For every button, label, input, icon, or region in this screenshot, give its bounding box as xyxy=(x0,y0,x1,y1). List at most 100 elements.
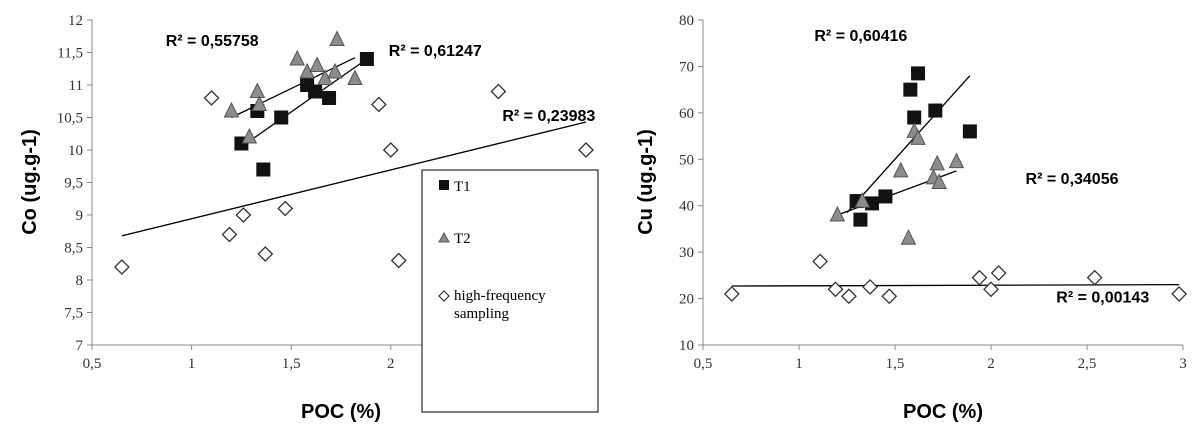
x-tick-label: 2,5 xyxy=(1078,356,1097,372)
legend-box xyxy=(421,169,599,413)
y-tick-label: 8 xyxy=(76,273,84,289)
x-tick-label: 1,5 xyxy=(282,356,301,372)
data-point-t2 xyxy=(347,69,363,85)
x-tick-label: 2 xyxy=(987,356,995,372)
r2-annotation: R² = 0,23983 xyxy=(502,108,595,125)
data-point-t2 xyxy=(948,152,965,169)
data-point-t1 xyxy=(928,103,943,118)
trendline xyxy=(731,283,1180,287)
data-point-high-frequency xyxy=(881,288,898,305)
y-tick-label: 60 xyxy=(679,106,694,122)
legend-t1-label: T1 xyxy=(454,179,471,195)
data-point-high-frequency xyxy=(827,281,844,298)
data-point-high-frequency xyxy=(235,207,252,223)
data-point-t2 xyxy=(289,49,305,66)
data-point-t2 xyxy=(251,95,268,111)
legend-t2-label: T2 xyxy=(454,231,471,247)
y-tick-label: 9 xyxy=(76,208,84,224)
y-tick-label: 12 xyxy=(68,13,83,29)
chart-cu: 10 20 30 40 50 60 70 80 0,5 1 1,5 2 2,5 3 R² = 0,604… xyxy=(635,13,1188,423)
data-point-high-frequency xyxy=(257,246,274,262)
data-point-t2 xyxy=(241,127,258,144)
co-y-axis-title: Co (ug.g-1) xyxy=(19,129,41,235)
cu-x-ticks: 0,5 1 1,5 2 2,5 3 xyxy=(694,345,1187,372)
data-point-t1 xyxy=(878,189,893,204)
data-point-t1 xyxy=(308,84,323,99)
data-point-high-frequency xyxy=(113,259,130,275)
y-tick-label: 11,5 xyxy=(57,46,83,62)
legend-t1-marker-icon xyxy=(439,180,449,190)
data-point-high-frequency xyxy=(812,253,829,270)
data-point-high-frequency xyxy=(1086,269,1103,286)
co-points xyxy=(113,30,594,275)
data-point-high-frequency xyxy=(203,90,220,106)
data-point-high-frequency xyxy=(578,142,594,158)
trendline xyxy=(241,58,368,148)
data-point-t2 xyxy=(309,56,325,72)
data-point-high-frequency xyxy=(971,269,988,286)
x-tick-label: 0,5 xyxy=(83,356,102,372)
data-point-t2 xyxy=(329,30,345,46)
x-tick-label: 1 xyxy=(188,356,196,372)
data-point-t1 xyxy=(853,212,868,227)
r2-annotation: R² = 0,34056 xyxy=(1026,171,1119,188)
y-tick-label: 20 xyxy=(679,292,694,308)
y-tick-label: 70 xyxy=(679,59,694,75)
data-point-high-frequency xyxy=(990,265,1007,281)
y-tick-label: 7 xyxy=(76,338,84,354)
y-tick-label: 10 xyxy=(68,143,83,159)
r2-annotation: R² = 0,55758 xyxy=(166,33,259,50)
data-point-t2 xyxy=(931,173,947,189)
y-tick-label: 40 xyxy=(679,199,694,215)
data-point-t1 xyxy=(274,110,289,125)
data-point-high-frequency xyxy=(221,226,238,243)
y-tick-label: 9,5 xyxy=(64,176,83,192)
cu-y-axis-title: Cu (ug.g-1) xyxy=(635,129,657,235)
data-point-t1 xyxy=(907,110,922,125)
x-tick-label: 2 xyxy=(387,356,395,372)
data-point-t2 xyxy=(929,154,946,171)
x-tick-label: 1 xyxy=(795,356,803,372)
y-tick-label: 8,5 xyxy=(64,241,83,257)
r2-annotation: R² = 0,60416 xyxy=(814,28,907,45)
data-point-t1 xyxy=(322,91,337,105)
data-point-high-frequency xyxy=(841,288,857,305)
co-x-axis-title: POC (%) xyxy=(301,401,381,423)
x-tick-label: 1,5 xyxy=(886,356,905,372)
data-point-t2 xyxy=(829,205,846,222)
co-legend: T1 T2 high-frequency sampling xyxy=(421,169,599,413)
y-tick-label: 7,5 xyxy=(64,306,83,322)
co-annotations: R² = 0,55758 R² = 0,61247 R² = 0,23983 xyxy=(166,33,596,125)
trendline xyxy=(121,121,587,237)
data-point-t2 xyxy=(854,191,871,208)
legend-t2-marker-icon xyxy=(438,231,450,243)
y-tick-label: 11 xyxy=(69,78,83,94)
data-point-high-frequency xyxy=(1171,286,1188,302)
data-point-high-frequency xyxy=(390,252,407,269)
data-point-t1 xyxy=(256,162,271,177)
y-tick-label: 30 xyxy=(679,245,694,261)
data-point-t2 xyxy=(223,101,240,118)
co-y-ticks: 7 7,5 8 8,5 9 9,5 10 10,5 11 11,5 12 xyxy=(57,13,92,354)
data-point-t2 xyxy=(327,62,343,79)
x-tick-label: 3 xyxy=(1179,356,1187,372)
y-tick-label: 80 xyxy=(679,13,694,29)
data-point-high-frequency xyxy=(490,83,507,100)
y-tick-label: 10 xyxy=(679,338,694,354)
x-tick-label: 0,5 xyxy=(694,356,713,372)
data-point-high-frequency xyxy=(370,96,387,113)
cu-annotations: R² = 0,60416 R² = 0,34056 R² = 0,00143 xyxy=(814,28,1149,306)
data-point-t1 xyxy=(911,66,926,81)
trendline xyxy=(846,75,971,214)
data-point-t1 xyxy=(903,82,918,97)
data-point-t2 xyxy=(900,229,917,245)
data-point-high-frequency xyxy=(277,200,294,217)
cu-x-axis-title: POC (%) xyxy=(903,401,983,423)
cu-y-ticks: 10 20 30 40 50 60 70 80 xyxy=(679,13,703,354)
y-tick-label: 50 xyxy=(679,152,694,168)
y-tick-label: 10,5 xyxy=(57,111,83,127)
data-point-t2 xyxy=(892,161,909,178)
data-point-t2 xyxy=(910,129,926,145)
